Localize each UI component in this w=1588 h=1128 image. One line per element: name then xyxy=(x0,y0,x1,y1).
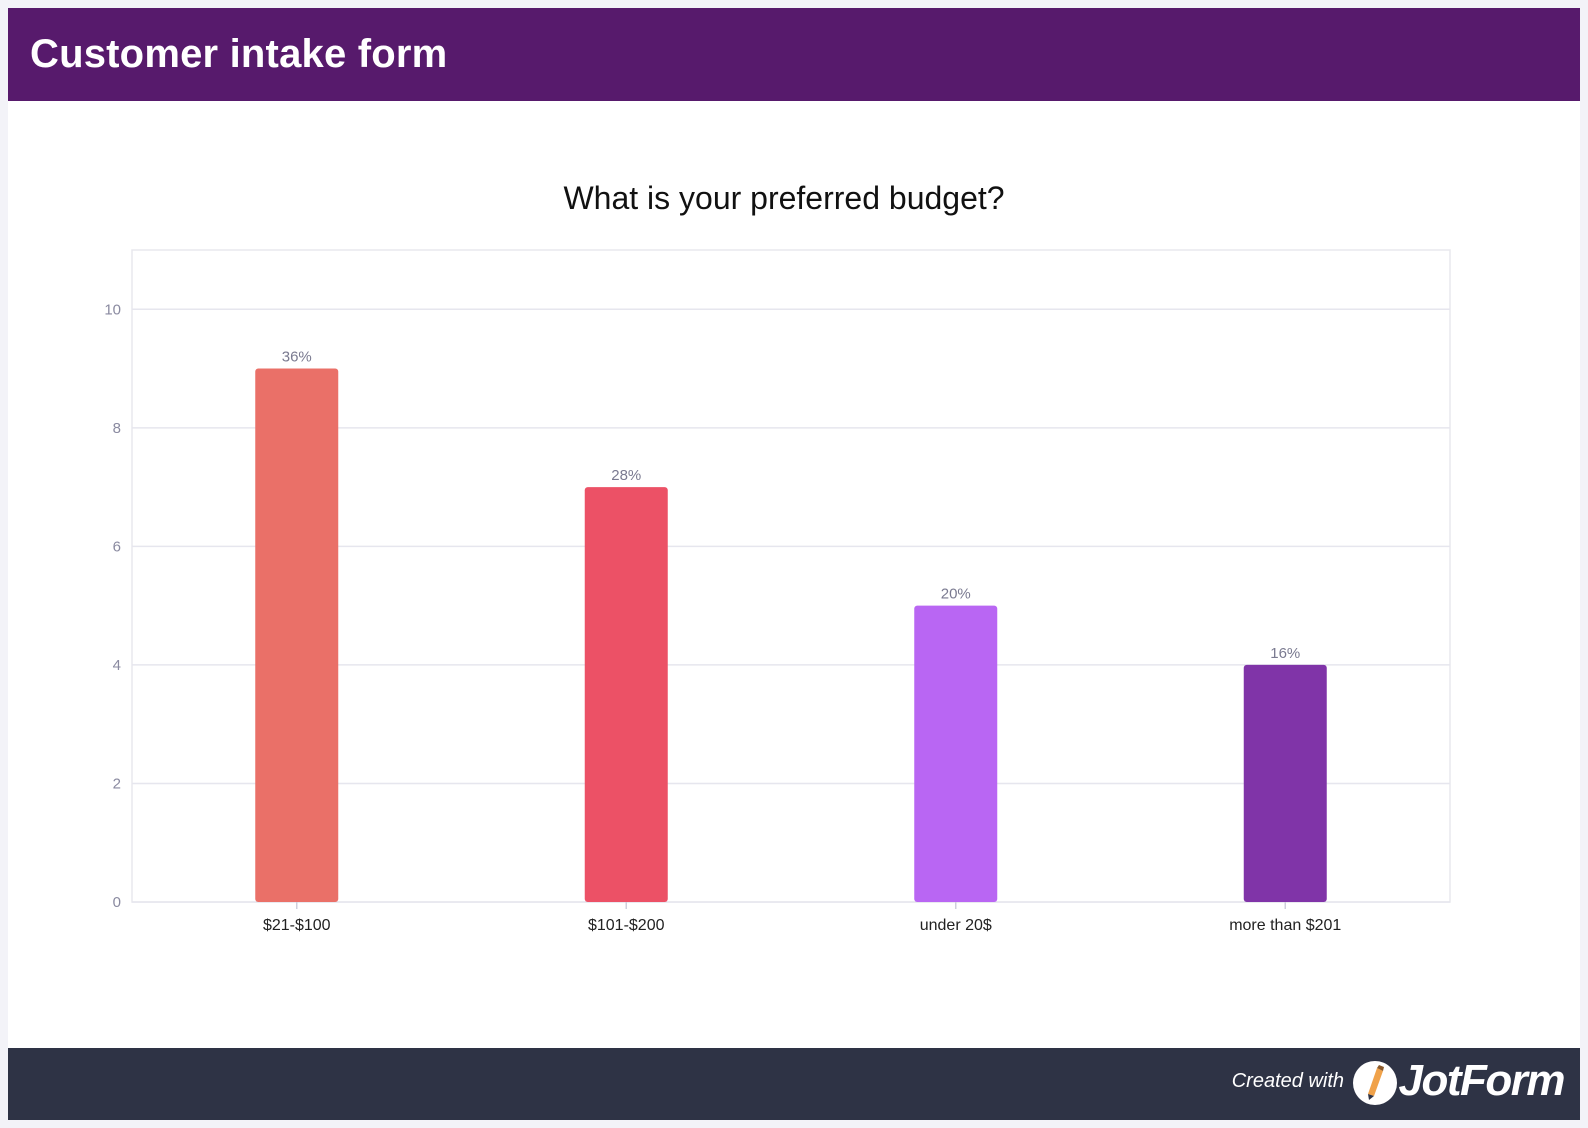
bar-2[interactable] xyxy=(584,487,668,902)
created-with-text: Created with xyxy=(1231,1070,1344,1092)
y-tick-label: 8 xyxy=(113,420,121,437)
header-bar: Customer intake form xyxy=(8,8,1580,101)
data-label: 16% xyxy=(1270,645,1300,662)
y-tick-label: 4 xyxy=(113,657,121,674)
bar-1[interactable] xyxy=(255,368,339,903)
x-tick-label: under 20$ xyxy=(920,917,992,934)
bars xyxy=(255,368,1327,903)
bar-3[interactable] xyxy=(914,605,998,902)
chart-area: What is your preferred budget? 0 2 4 6 8 10 3… xyxy=(8,101,1580,1048)
jotform-brand-link[interactable]: JotForm xyxy=(1398,1056,1566,1105)
y-tick-label: 2 xyxy=(113,775,121,792)
data-label: 28% xyxy=(611,467,641,484)
data-label: 36% xyxy=(282,349,312,366)
footer-bar: Created with JotForm xyxy=(8,1048,1580,1120)
x-axis-ticks: $21-$100 $101-$200 under 20$ more than $201 xyxy=(263,902,1341,934)
x-tick-label: more than $201 xyxy=(1229,917,1341,934)
grid-lines xyxy=(132,308,1450,903)
report-frame: Customer intake form What is your prefer… xyxy=(8,8,1580,1120)
chart-title: What is your preferred budget? xyxy=(563,180,1004,216)
x-tick-label: $101-$200 xyxy=(588,917,665,934)
bar-chart: What is your preferred budget? 0 2 4 6 8 10 3… xyxy=(104,180,1451,934)
data-label: 20% xyxy=(941,586,971,603)
y-axis-ticks: 0 2 4 6 8 10 xyxy=(104,301,121,911)
y-tick-label: 0 xyxy=(113,894,121,911)
y-tick-label: 6 xyxy=(113,538,121,555)
jotform-logo-icon[interactable] xyxy=(1352,1060,1398,1106)
page-title: Customer intake form xyxy=(30,32,448,76)
x-tick-label: $21-$100 xyxy=(263,917,331,934)
bar-4[interactable] xyxy=(1243,664,1327,902)
y-tick-label: 10 xyxy=(104,301,121,318)
data-labels: 36% 28% 20% 16% xyxy=(282,349,1301,662)
